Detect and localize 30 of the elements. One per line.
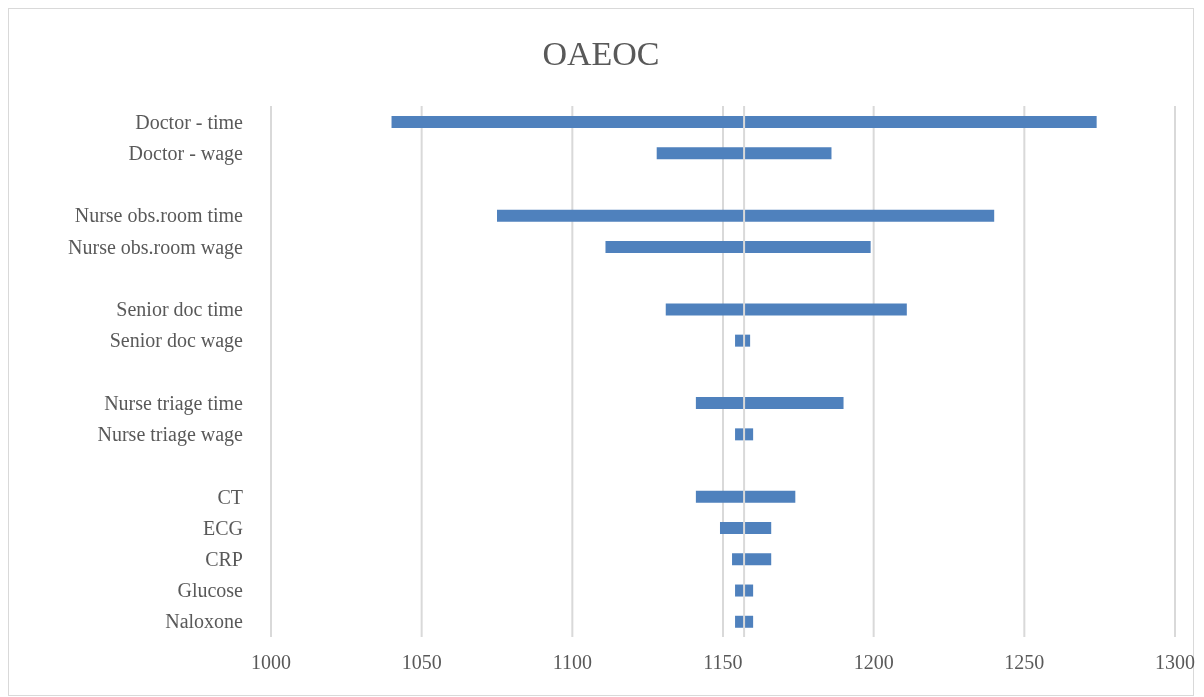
y-tick-label: Senior doc wage — [109, 329, 244, 353]
bar — [497, 209, 995, 222]
x-tick-label: 1100 — [552, 651, 592, 674]
bar — [695, 397, 844, 410]
x-tick-label: 1000 — [251, 651, 291, 674]
x-tick-label: 1200 — [853, 651, 894, 674]
y-tick-label: Doctor - wage — [128, 141, 244, 165]
bar — [695, 490, 796, 503]
y-tick-label: Nurse triage wage — [97, 423, 244, 447]
y-tick-label: Naloxone — [165, 610, 244, 633]
bar — [665, 303, 907, 316]
y-tick-label: Doctor - time — [135, 110, 244, 133]
y-tick-label: CRP — [205, 548, 243, 571]
y-tick-label: CT — [217, 485, 243, 508]
y-tick-label: Glucose — [177, 579, 244, 602]
x-tick-label: 1150 — [703, 651, 743, 674]
x-tick-label: 1050 — [401, 651, 442, 674]
bar — [656, 147, 832, 160]
y-tick-label: ECG — [203, 516, 243, 539]
bar — [732, 553, 772, 566]
x-tick-label: 1250 — [1004, 651, 1045, 674]
y-tick-label: Nurse obs.room wage — [68, 235, 244, 259]
y-tick-label: Nurse obs.room time — [74, 204, 244, 227]
bar — [605, 240, 871, 253]
bar — [719, 522, 772, 535]
x-tick-label: 1300 — [1155, 651, 1195, 674]
y-tick-label: Nurse triage time — [104, 391, 244, 415]
chart-title: OAEOC — [541, 35, 661, 73]
bar — [391, 116, 1097, 128]
y-tick-label: Senior doc time — [116, 298, 244, 321]
